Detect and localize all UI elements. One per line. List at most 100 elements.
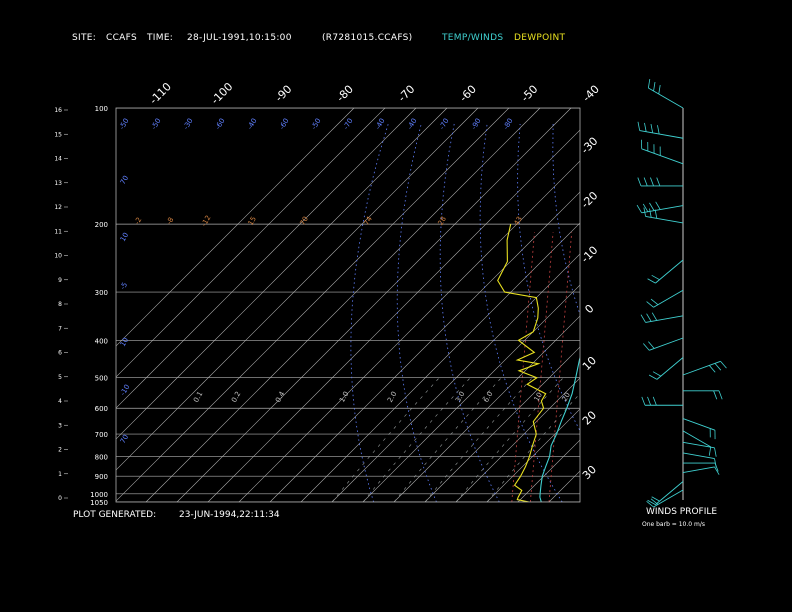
temperature-profile (539, 356, 580, 502)
pressure-tick-label: 200 (95, 221, 108, 229)
wind-barb-flag (653, 82, 656, 92)
wind-barb-flag (654, 209, 658, 219)
wind-barb-flag (637, 177, 642, 187)
wind-barb-flag (642, 343, 650, 351)
dry-adiabat (439, 123, 500, 502)
top-temp-label: -100 (209, 80, 236, 107)
wind-barb-shaft (641, 205, 684, 214)
right-temp-label: -30 (579, 135, 601, 157)
wind-barb-shaft (645, 315, 684, 323)
theta-label: -30 (182, 117, 195, 131)
wind-barb-flag (636, 204, 642, 214)
isotherm (455, 377, 580, 502)
right-temp-label: 20 (580, 408, 599, 427)
dry-adiabat (652, 124, 792, 502)
theta-label: -60 (278, 117, 291, 131)
wind-barb-flag (643, 207, 646, 217)
top-temp-label: -40 (580, 83, 602, 105)
theta-left-label: 70 (119, 174, 130, 186)
wind-barb-flag (650, 298, 659, 306)
height-tick-label: 12 (54, 204, 62, 211)
wind-barb-shaft (682, 360, 721, 376)
wind-barb-flag (642, 203, 649, 212)
plot-frame (115, 107, 581, 503)
pressure-tick-label: 800 (95, 453, 108, 461)
wind-barb-flag (649, 202, 655, 211)
isotherm (300, 222, 580, 502)
wind-barb-shaft (641, 148, 684, 165)
mixing-ratio-line (331, 377, 440, 502)
mixing-ratio-line (455, 377, 564, 502)
isotherm (393, 315, 580, 502)
theta-left-label: 10 (119, 336, 130, 348)
height-tick-label: 10 (54, 253, 62, 260)
isotherm (116, 108, 386, 378)
wind-barb-shaft (682, 418, 716, 431)
top-temp-label: -60 (457, 83, 479, 105)
right-temp-label: -10 (579, 244, 601, 266)
isotherm (517, 439, 580, 502)
isotherm (207, 129, 580, 502)
isotherm (116, 108, 448, 440)
pressure-tick-label: 300 (95, 289, 108, 297)
wind-barb-flag (649, 208, 652, 218)
height-tick-label: 2 (58, 447, 62, 454)
low-label: 0.2 (230, 390, 242, 404)
wind-barb-flag (640, 314, 646, 323)
top-temp-label: -90 (273, 83, 295, 105)
plot-area (116, 108, 792, 502)
wind-barb-flag (646, 313, 652, 322)
wind-barb-flag (714, 363, 722, 371)
wind-barb-shaft (682, 452, 715, 459)
dry-adiabat (517, 123, 580, 432)
isotherm (269, 191, 580, 502)
wind-barb-flag (648, 374, 658, 380)
pressure-tick-label: 700 (95, 431, 108, 439)
wind-barb-shaft (639, 130, 684, 139)
plot-generated-value: 23-JUN-1994,22:11:34 (179, 510, 280, 520)
dry-adiabat (396, 123, 437, 502)
mixing-label: -12 (200, 214, 213, 228)
wind-barb-flag (657, 125, 660, 135)
theta-left-label: 70 (119, 433, 130, 445)
right-temp-label: 10 (580, 354, 599, 373)
wind-barb-flag (720, 361, 727, 369)
wind-barb-flag (713, 390, 718, 400)
isotherm (238, 160, 580, 502)
wind-barb-flag (714, 466, 720, 475)
wind-barb-flag (646, 301, 654, 308)
low-label: 3.0 (454, 390, 466, 404)
wind-barb-shaft (645, 215, 684, 224)
wind-barb-shaft (682, 466, 715, 473)
isotherm (486, 408, 580, 502)
wind-barb-flag (647, 79, 651, 89)
dry-adiabat (350, 123, 389, 502)
isotherm (116, 108, 417, 409)
height-tick-label: 13 (54, 180, 62, 187)
winds-profile-note: One barb = 10.0 m/s (642, 521, 705, 528)
wind-barb-shaft (649, 337, 684, 351)
wind-barb-flag (714, 447, 717, 457)
wind-barb-flag (651, 312, 658, 321)
wind-barb-flag (647, 396, 652, 406)
plot-generated-label: PLOT GENERATED: (73, 510, 157, 520)
theta-left-label: -5 (119, 281, 129, 291)
legend-temp: TEMP/WINDS (442, 33, 504, 43)
wind-barb-flag (646, 500, 654, 508)
wind-barb-flag (714, 462, 719, 472)
wind-barb-shaft (682, 441, 715, 449)
time-label: TIME: (147, 33, 174, 43)
theta-label: -40 (246, 117, 259, 131)
moist-adiabat (530, 232, 554, 502)
dewpoint-profile (497, 223, 547, 502)
wind-barb-shaft (653, 489, 684, 508)
wind-barb-shaft (655, 481, 684, 505)
dry-adiabat (718, 124, 792, 502)
height-tick-label: 0 (58, 495, 62, 502)
wind-barb-flag (644, 122, 647, 132)
wind-barb-flag (658, 85, 661, 95)
pressure-tick-label: 100 (95, 105, 108, 113)
wind-barb-flag (647, 499, 656, 505)
isotherm (145, 108, 541, 502)
